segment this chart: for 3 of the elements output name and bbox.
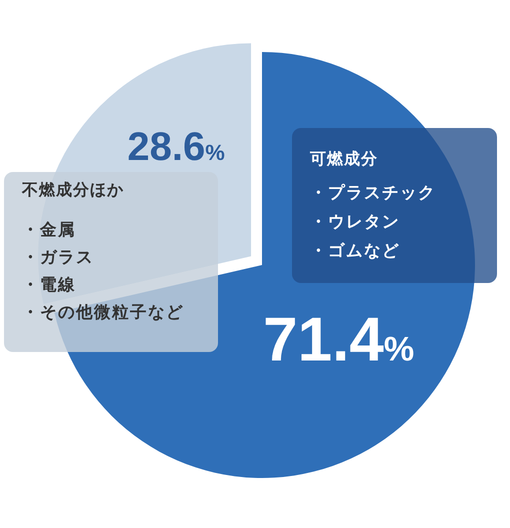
data-label: 71.4% xyxy=(263,306,414,375)
data-label: 28.6% xyxy=(127,124,225,169)
slice-label: 可燃成分・プラスチック・ウレタン・ゴムなど xyxy=(309,150,436,260)
